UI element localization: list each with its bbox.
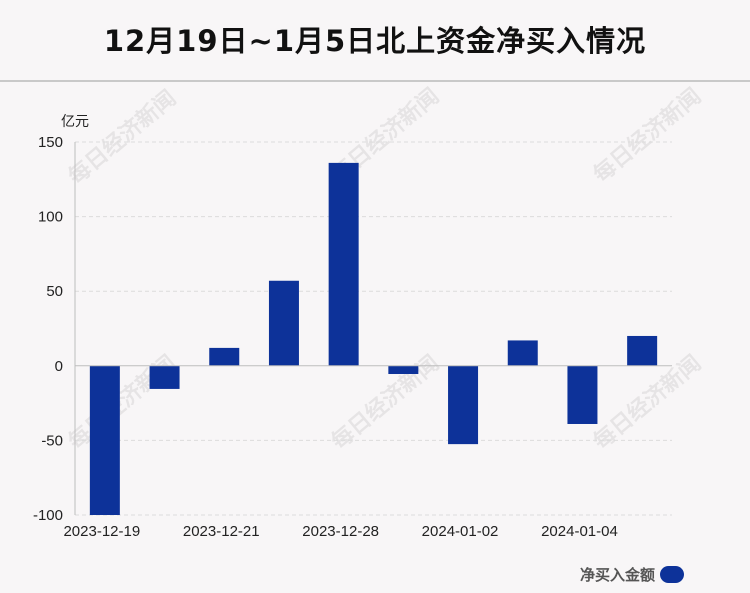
bar [448,365,479,445]
y-tick-label: 0 [55,358,63,375]
bar [268,280,299,366]
bar [388,365,419,375]
title-divider [0,80,750,82]
y-tick-label: 100 [38,209,63,226]
y-axis-unit-label: 亿元 [61,114,89,130]
bar [209,347,240,366]
y-tick-label: 50 [46,283,63,300]
x-tick-label: 2024-01-02 [422,523,499,540]
x-tick-label: 2023-12-28 [302,523,379,540]
x-tick-label: 2023-12-19 [63,523,140,540]
bar [567,365,598,424]
chart-title: 12月19日~1月5日北上资金净买入情况 [103,24,647,58]
y-tick-label: -50 [41,432,63,449]
legend-swatch [660,566,684,583]
bar [89,365,120,515]
x-tick-label: 2023-12-21 [183,523,260,540]
legend: 净买入金额 [580,564,684,585]
bar [328,162,359,366]
bar [149,365,180,389]
bar [507,340,538,366]
y-tick-label: 150 [38,134,63,151]
y-tick-label: -100 [33,507,63,524]
x-tick-label: 2024-01-04 [541,523,618,540]
legend-label: 净买入金额 [579,566,655,584]
bar [627,335,658,366]
